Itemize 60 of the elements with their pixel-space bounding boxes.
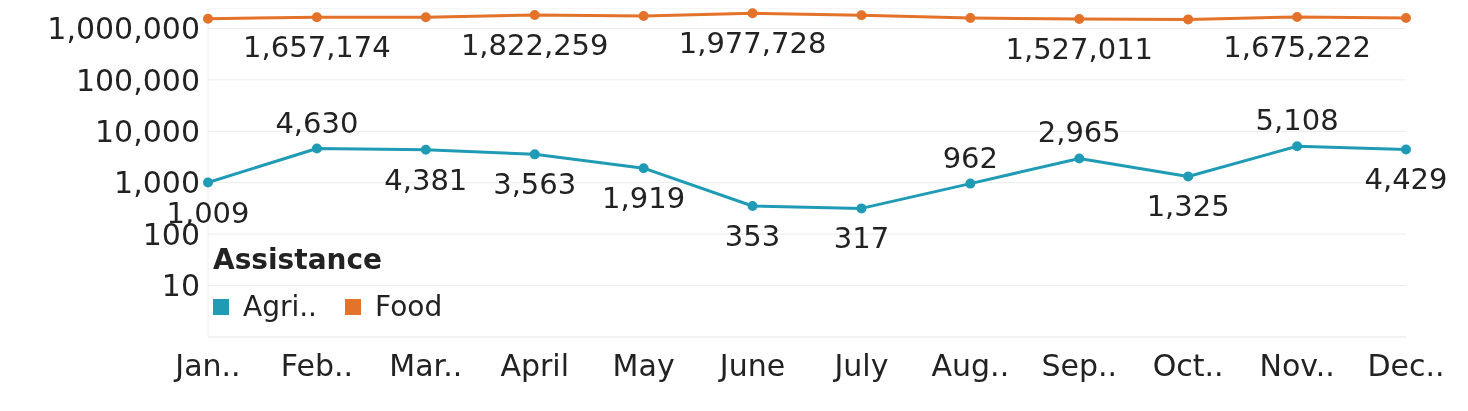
data-label: 4,429 — [1364, 162, 1448, 197]
point — [420, 144, 431, 155]
data-label: 2,965 — [1037, 115, 1121, 150]
data-label: 4,630 — [275, 105, 359, 140]
point — [1074, 153, 1085, 164]
legend-title: Assistance — [213, 243, 384, 276]
point — [1183, 14, 1194, 25]
data-label: 1,675,222 — [1223, 29, 1371, 64]
x-tick-label: Jan.. — [173, 348, 241, 384]
point — [1401, 144, 1411, 155]
point — [529, 149, 540, 160]
data-label: 3,563 — [493, 167, 577, 202]
y-tick-label: 1,000 — [114, 165, 200, 201]
data-label: 1,657,174 — [243, 30, 391, 65]
x-tick-label: Nov.. — [1259, 348, 1335, 384]
data-label: 962 — [942, 140, 999, 175]
legend-label: Food — [375, 290, 443, 323]
point — [1183, 171, 1194, 182]
point — [965, 178, 976, 189]
point — [856, 10, 867, 21]
point — [529, 10, 540, 21]
point — [747, 8, 758, 19]
data-label: 1,527,011 — [1005, 32, 1154, 67]
point — [311, 12, 322, 23]
x-tick-label: Oct.. — [1152, 348, 1224, 384]
data-label: 1,822,259 — [460, 28, 609, 63]
data-label: 353 — [724, 218, 781, 253]
data-label: 317 — [833, 221, 890, 256]
y-tick-label: 100,000 — [75, 62, 200, 98]
point — [203, 177, 213, 188]
point — [638, 163, 649, 174]
x-tick-label: June — [717, 348, 786, 384]
y-tick-label: 1,000,000 — [47, 11, 200, 47]
x-tick-label: Dec.. — [1367, 348, 1445, 384]
data-label: 1,325 — [1146, 189, 1230, 224]
legend-label: Agri.. — [243, 290, 318, 323]
x-tick-label: May — [612, 348, 675, 384]
point — [1292, 141, 1303, 152]
point — [747, 200, 758, 211]
x-tick-label: Aug.. — [931, 348, 1010, 384]
y-tick-label: 10 — [161, 268, 200, 304]
point — [203, 13, 213, 24]
x-tick-label: Sep.. — [1041, 348, 1118, 384]
x-tick-label: Mar.. — [389, 348, 463, 384]
x-tick-label: April — [500, 348, 570, 384]
data-label: 5,108 — [1255, 103, 1339, 138]
x-tick-label: July — [832, 348, 889, 384]
x-tick-label: Feb.. — [280, 348, 353, 384]
data-label: 1,977,728 — [678, 26, 827, 61]
point — [1401, 12, 1411, 23]
point — [420, 12, 431, 23]
point — [311, 143, 322, 154]
data-label: 4,381 — [384, 162, 468, 197]
point — [856, 203, 867, 214]
point — [1292, 11, 1303, 22]
point — [965, 12, 976, 23]
y-tick-label: 10,000 — [95, 113, 200, 149]
point — [638, 10, 649, 21]
point — [1074, 14, 1085, 25]
data-label: 1,919 — [602, 181, 686, 216]
